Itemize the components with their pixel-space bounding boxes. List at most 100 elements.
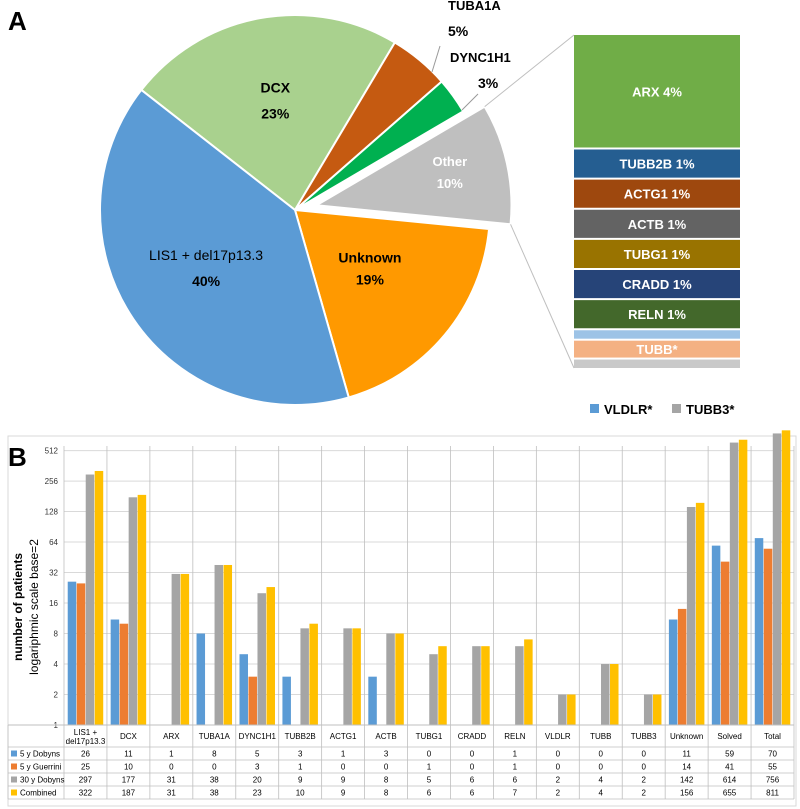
table-series-label-5-y-guerrini: 5 y Guerrini [20, 763, 62, 772]
breakdown-seg-actb-1 [574, 209, 740, 238]
pie-pct-dync1h1: 3% [478, 75, 499, 91]
category-label-actg1: ACTG1 [330, 732, 357, 741]
bar-tubb3-combined [652, 694, 662, 725]
bar-dcx-5-y-dobyns [110, 619, 120, 725]
table-cell-combined-tubb2b: 10 [296, 789, 305, 798]
bar-actb-5-y-dobyns [368, 676, 377, 725]
breakdown-label-tubg1-1: TUBG1 1% [624, 247, 691, 262]
bar-tubb2b-5-y-dobyns [282, 676, 291, 725]
pie-label-dcx: DCX [260, 80, 290, 96]
table-cell-30-y-dobyns-tubg1: 5 [427, 776, 432, 785]
breakdown-seg-actg1-1 [574, 179, 740, 208]
legend-label-vldlr: VLDLR* [604, 402, 653, 417]
bar-total-30-y-dobyns [772, 433, 782, 725]
table-cell-combined-reln: 7 [513, 789, 518, 798]
legend-label-tubb3: TUBB3* [686, 402, 735, 417]
bar-dync1h1-5-y-dobyns [239, 654, 248, 725]
table-cell-5-y-guerrini-tuba1a: 0 [212, 763, 217, 772]
category-label-tubb3: TUBB3 [631, 732, 657, 741]
table-cell-5-y-guerrini-vldlr: 0 [556, 763, 561, 772]
table-cell-5-y-dobyns-unknown: 11 [682, 750, 691, 759]
pie-slice-dync1h1 [294, 80, 465, 211]
table-cell-5-y-guerrini-tubb: 0 [599, 763, 604, 772]
table-cell-5-y-dobyns-actg1: 1 [341, 750, 346, 759]
table-cell-30-y-dobyns-actb: 8 [384, 776, 389, 785]
category-label-lis1-del17p13-3-line2: del17p13.3 [66, 737, 106, 746]
bar-reln-30-y-dobyns [515, 646, 524, 725]
bar-tubb2b-30-y-dobyns [300, 628, 309, 725]
bar-tubb3-30-y-dobyns [643, 694, 653, 725]
breakdown-seg-tubg1-1 [574, 239, 740, 268]
bar-lis1-del17p13-3-combined [94, 470, 104, 725]
table-cell-5-y-dobyns-dcx: 11 [124, 750, 133, 759]
breakdown-seg-reln-1 [574, 300, 740, 329]
category-label-actb: ACTB [375, 732, 396, 741]
table-cell-5-y-guerrini-tubb2b: 1 [298, 763, 303, 772]
table-series-label-combined: Combined [20, 789, 56, 798]
table-cell-30-y-dobyns-tubb2b: 9 [298, 776, 303, 785]
y-tick-64: 64 [49, 538, 58, 547]
table-swatch-5-y-dobyns [11, 750, 17, 757]
table-cell-5-y-dobyns-actb: 3 [384, 750, 389, 759]
table-cell-5-y-dobyns-total: 70 [768, 750, 777, 759]
table-cell-combined-dync1h1: 23 [253, 789, 262, 798]
table-cell-5-y-guerrini-reln: 1 [513, 763, 518, 772]
y-tick-512: 512 [45, 447, 59, 456]
bar-tubg1-30-y-dobyns [429, 654, 438, 725]
table-cell-5-y-dobyns-tubb: 0 [599, 750, 604, 759]
bar-total-combined [781, 430, 791, 725]
pie-legend: VLDLR* TUBB3* [590, 402, 735, 417]
table-cell-combined-actb: 8 [384, 789, 389, 798]
pie-pct-tuba1a: 5% [448, 23, 469, 39]
pie-pct-lis1-del17p13-3: 40% [192, 273, 221, 289]
bar-dync1h1-5-y-guerrini [248, 676, 257, 725]
y-tick-8: 8 [54, 630, 59, 639]
pie-slice-dcx [139, 14, 397, 212]
table-cell-5-y-dobyns-arx: 1 [169, 750, 174, 759]
legend-swatch-vldlr [590, 404, 599, 413]
category-label-total: Total [764, 732, 781, 741]
leader-line-dync1h1 [461, 93, 479, 111]
y-tick-4: 4 [54, 660, 59, 669]
category-label-solved: Solved [717, 732, 741, 741]
pie-chart: DCX 23% TUBA1A 5% DYNC1H1 3% Other 10% Unknown 19… [99, 0, 513, 406]
table-cell-5-y-guerrini-actb: 0 [384, 763, 389, 772]
bar-tubb2b-combined [309, 623, 318, 725]
table-cell-5-y-dobyns-tubb3: 0 [641, 750, 646, 759]
category-label-tubb2b: TUBB2B [285, 732, 316, 741]
category-label-dcx: DCX [120, 732, 138, 741]
table-cell-5-y-guerrini-dcx: 10 [124, 763, 133, 772]
bar-tuba1a-30-y-dobyns [214, 564, 224, 725]
table-cell-30-y-dobyns-reln: 6 [513, 776, 518, 785]
y-axis-label: number of patients [11, 553, 25, 661]
bar-unknown-5-y-guerrini [677, 608, 687, 725]
y-tick-128: 128 [45, 508, 59, 517]
bar-cradd-30-y-dobyns [472, 646, 481, 725]
category-label-unknown: Unknown [670, 732, 703, 741]
table-cell-5-y-guerrini-arx: 0 [169, 763, 174, 772]
table-cell-5-y-dobyns-lis1-del17p13-3: 26 [81, 750, 90, 759]
table-cell-5-y-guerrini-lis1-del17p13-3: 25 [81, 763, 90, 772]
table-cell-combined-tubb: 4 [599, 789, 604, 798]
table-cell-30-y-dobyns-arx: 31 [167, 776, 176, 785]
bar-arx-combined [180, 573, 190, 725]
table-cell-5-y-dobyns-cradd: 0 [470, 750, 475, 759]
breakdown-seg-cradd-1 [574, 270, 740, 299]
bar-unknown-5-y-dobyns [668, 619, 678, 725]
bar-lis1-del17p13-3-5-y-guerrini [76, 583, 86, 725]
table-cell-5-y-guerrini-dync1h1: 3 [255, 763, 260, 772]
legend-swatch-tubb3 [672, 404, 681, 413]
table-cell-combined-arx: 31 [167, 789, 176, 798]
bar-unknown-combined [695, 502, 705, 725]
bar-dync1h1-combined [266, 587, 275, 725]
breakdown-seg-blank-9 [574, 359, 740, 368]
bar-chart: 1248163264128256512number of patientslog… [7, 430, 797, 807]
bar-lis1-del17p13-3-30-y-dobyns [85, 474, 95, 725]
table-cell-5-y-guerrini-actg1: 0 [341, 763, 346, 772]
table-cell-30-y-dobyns-tubb3: 2 [641, 776, 646, 785]
bar-solved-5-y-guerrini [720, 561, 730, 725]
table-cell-combined-tubg1: 6 [427, 789, 432, 798]
bar-actb-30-y-dobyns [386, 633, 395, 725]
pie-pct-dcx: 23% [261, 106, 290, 122]
bar-total-5-y-dobyns [754, 538, 764, 725]
